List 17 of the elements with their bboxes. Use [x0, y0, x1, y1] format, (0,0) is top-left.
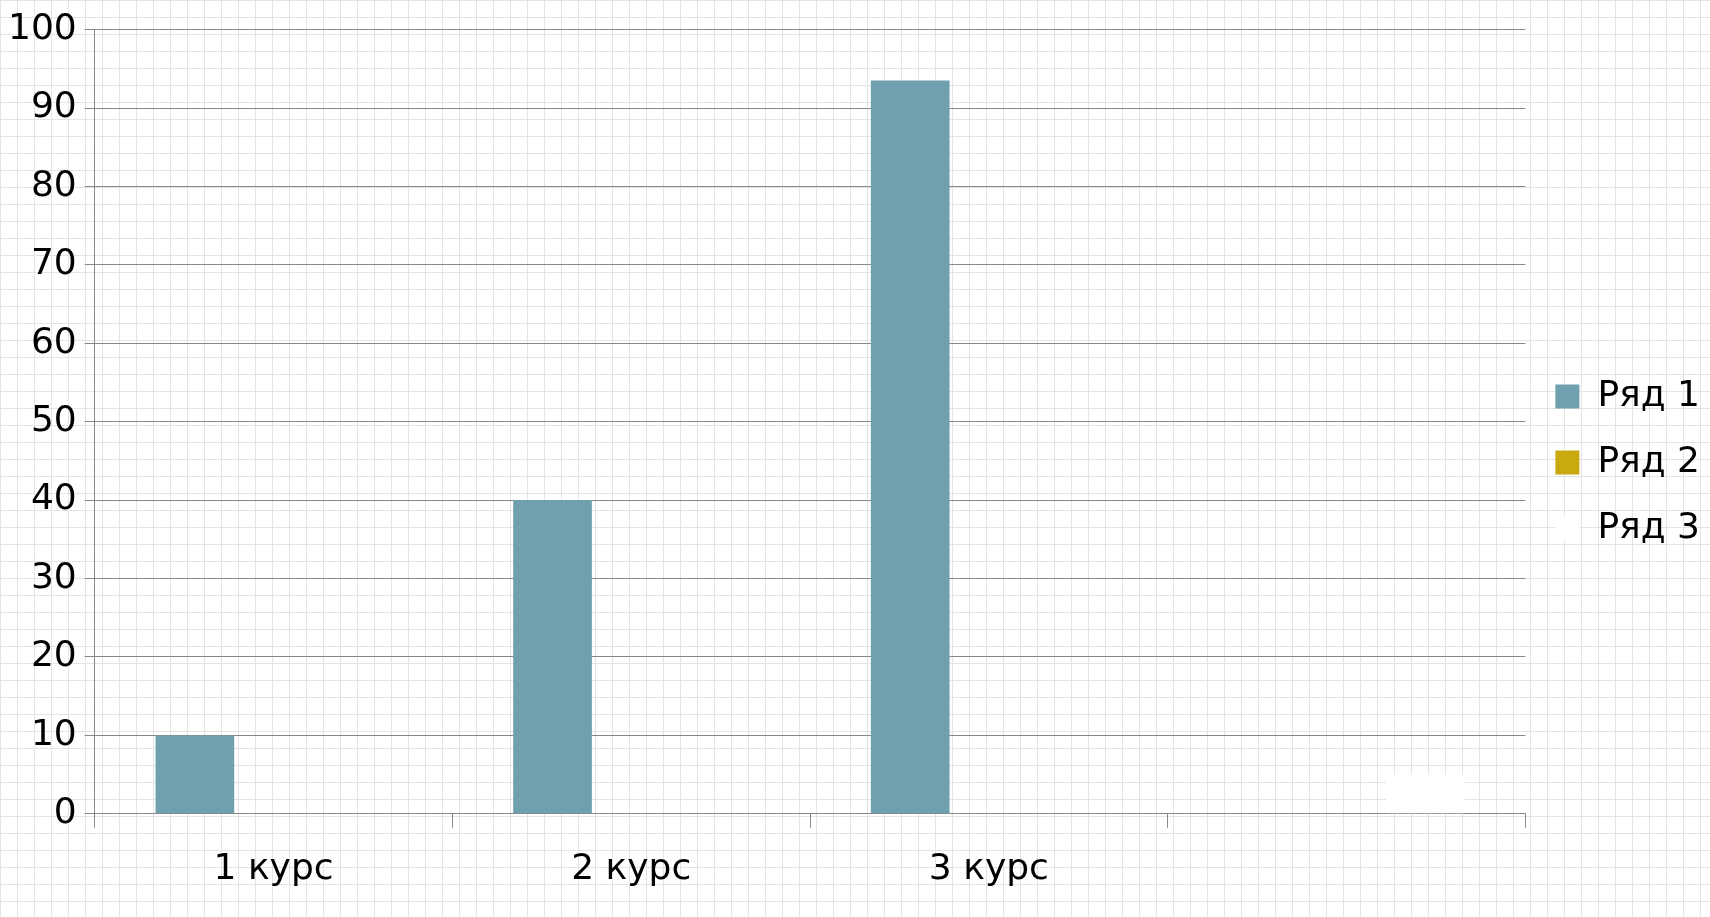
y-tick-label: 100	[7, 5, 77, 47]
y-tick-label: 10	[30, 711, 77, 753]
y-tick-label: 40	[30, 476, 77, 518]
y-tick-label: 30	[30, 554, 77, 596]
legend-label: Ряд 1	[1597, 372, 1701, 414]
legend-label: Ряд 2	[1597, 438, 1701, 480]
legend-label: Ряд 3	[1597, 504, 1701, 546]
x-tick-label: 1 курс	[213, 845, 334, 887]
y-tick-label: 70	[30, 241, 77, 283]
y-tick-label: 60	[30, 319, 77, 361]
y-tick-label: 0	[53, 790, 77, 832]
y-tick-label: 50	[30, 398, 77, 440]
y-tick-label: 20	[30, 633, 77, 675]
x-tick-label: 3 курс	[928, 845, 1049, 887]
x-tick-label: 2 курс	[571, 845, 692, 887]
y-tick-label: 90	[30, 84, 77, 126]
y-tick-label: 80	[30, 162, 77, 204]
